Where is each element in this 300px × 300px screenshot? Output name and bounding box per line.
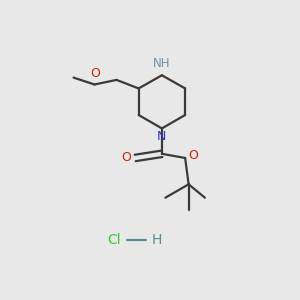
Text: N: N <box>157 130 167 143</box>
Text: Cl: Cl <box>108 233 121 248</box>
Text: O: O <box>121 152 131 164</box>
Text: methoxy: methoxy <box>64 76 70 77</box>
Text: O: O <box>91 68 100 80</box>
Text: NH: NH <box>153 57 171 70</box>
Text: H: H <box>152 233 162 248</box>
Text: O: O <box>189 149 199 162</box>
Text: methoxy: methoxy <box>66 75 72 76</box>
